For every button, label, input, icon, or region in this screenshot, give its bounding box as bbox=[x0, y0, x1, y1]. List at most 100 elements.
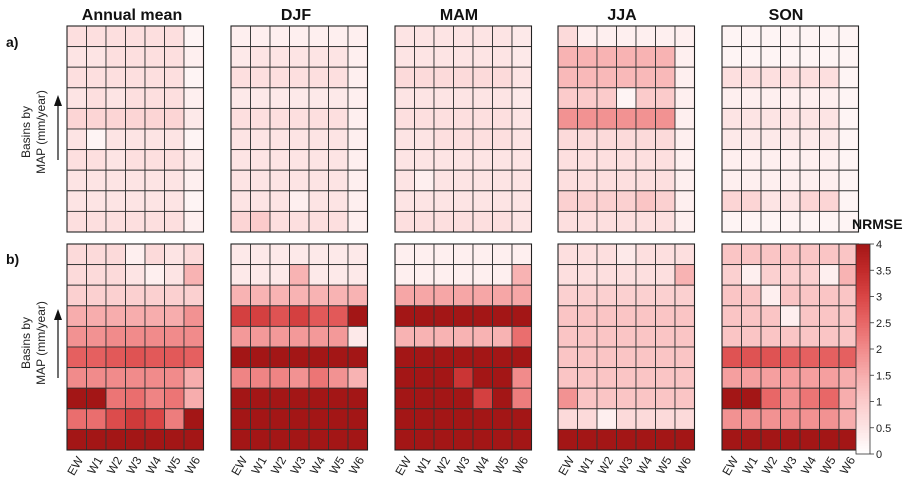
arrow-b-head bbox=[54, 309, 62, 320]
heatmap-cell bbox=[453, 243, 474, 266]
heatmap-cell bbox=[492, 305, 513, 327]
heatmap-cell bbox=[66, 169, 87, 192]
heatmap-cell bbox=[596, 264, 617, 286]
heatmap-cell bbox=[819, 190, 840, 212]
heatmap-cell bbox=[289, 87, 310, 109]
heatmap-cell bbox=[164, 128, 185, 151]
heatmap-cell bbox=[674, 325, 695, 348]
heatmap-cell bbox=[635, 25, 656, 48]
heatmap-cell bbox=[616, 387, 637, 410]
heatmap-cell bbox=[347, 243, 368, 266]
heatmap-cell bbox=[635, 408, 656, 430]
heatmap-cell bbox=[86, 128, 107, 151]
x-tick-label: W6 bbox=[837, 454, 858, 477]
heatmap-cell bbox=[741, 46, 762, 68]
heatmap-cell bbox=[105, 346, 126, 369]
heatmap-cell bbox=[125, 408, 146, 430]
heatmap-cell bbox=[838, 408, 859, 430]
heatmap-cell bbox=[674, 305, 695, 327]
heatmap-cell bbox=[616, 428, 637, 451]
heatmap-cell bbox=[144, 169, 165, 192]
heatmap-cell bbox=[655, 387, 676, 410]
heatmap-cell bbox=[472, 367, 493, 389]
heatmap-cell bbox=[635, 305, 656, 327]
heatmap-cell bbox=[308, 325, 329, 348]
heatmap-cell bbox=[144, 428, 165, 451]
heatmap-cell bbox=[596, 66, 617, 89]
x-tick-label: W5 bbox=[163, 454, 184, 477]
heatmap-cell bbox=[760, 284, 781, 307]
heatmap-cell bbox=[269, 128, 290, 151]
heatmap-cell bbox=[289, 243, 310, 266]
colorbar-segment bbox=[856, 443, 870, 447]
heatmap-cell bbox=[328, 367, 349, 389]
heatmap-cell bbox=[347, 46, 368, 68]
heatmap-cell bbox=[394, 46, 415, 68]
heatmap-cell bbox=[799, 210, 820, 233]
heatmap-cell bbox=[616, 367, 637, 389]
heatmap-cell bbox=[635, 428, 656, 451]
heatmap-cell bbox=[250, 284, 271, 307]
x-tick-label: W4 bbox=[634, 454, 655, 477]
heatmap-cell bbox=[183, 25, 204, 48]
heatmap-cell bbox=[596, 367, 617, 389]
heatmap-cell bbox=[616, 210, 637, 233]
heatmap-cell bbox=[433, 243, 454, 266]
heatmap-cell bbox=[472, 25, 493, 48]
heatmap-cell bbox=[838, 346, 859, 369]
heatmap-cell bbox=[86, 149, 107, 171]
colorbar-segment bbox=[856, 422, 870, 426]
heatmap-cell bbox=[433, 387, 454, 410]
heatmap-cell bbox=[819, 387, 840, 410]
heatmap-cell bbox=[741, 87, 762, 109]
heatmap-cell bbox=[328, 305, 349, 327]
heatmap-cell bbox=[394, 428, 415, 451]
colorbar-segment bbox=[856, 322, 870, 326]
heatmap-cell bbox=[511, 387, 532, 410]
heatmap-cell bbox=[144, 210, 165, 233]
heatmap-cell bbox=[289, 66, 310, 89]
heatmap-cell bbox=[414, 325, 435, 348]
panel-b-2 bbox=[230, 243, 369, 451]
heatmap-cell bbox=[433, 46, 454, 68]
heatmap-cell bbox=[760, 190, 781, 212]
heatmap-cell bbox=[433, 305, 454, 327]
colorbar-segment bbox=[856, 406, 870, 410]
heatmap-cell bbox=[819, 128, 840, 151]
heatmap-cell bbox=[838, 128, 859, 151]
heatmap-cell bbox=[394, 387, 415, 410]
heatmap-cell bbox=[741, 428, 762, 451]
x-tick-label: EW bbox=[719, 454, 741, 478]
heatmap-cell bbox=[230, 346, 251, 369]
heatmap-cell bbox=[799, 284, 820, 307]
colorbar-segment bbox=[856, 385, 870, 389]
column-title-djf: DJF bbox=[281, 7, 311, 24]
y-axis-label-a: Basins by MAP (mm/year) bbox=[19, 90, 62, 174]
colorbar-segment bbox=[856, 359, 870, 363]
heatmap-cell bbox=[125, 367, 146, 389]
heatmap-cell bbox=[674, 128, 695, 151]
colorbar-segment bbox=[856, 244, 870, 248]
heatmap-cell bbox=[66, 128, 87, 151]
heatmap-cell bbox=[741, 210, 762, 233]
colorbar-segment bbox=[856, 251, 870, 256]
heatmap-cell bbox=[164, 387, 185, 410]
colorbar-segment bbox=[856, 341, 870, 345]
colorbar-segment bbox=[856, 346, 870, 350]
heatmap-cell bbox=[799, 305, 820, 327]
x-tick-label: W1 bbox=[85, 454, 106, 477]
heatmap-cell bbox=[164, 87, 185, 109]
heatmap-cell bbox=[511, 87, 532, 109]
heatmap-cell bbox=[799, 408, 820, 430]
heatmap-cell bbox=[472, 243, 493, 266]
heatmap-cell bbox=[492, 367, 513, 389]
heatmap-cell bbox=[164, 190, 185, 212]
colorbar-segment bbox=[856, 301, 870, 305]
heatmap-cell bbox=[838, 428, 859, 451]
heatmap-cell bbox=[394, 66, 415, 89]
heatmap-cell bbox=[557, 25, 578, 48]
heatmap-cell bbox=[577, 387, 598, 410]
heatmap-cell bbox=[492, 25, 513, 48]
panel-frame bbox=[394, 243, 533, 451]
heatmap-cell bbox=[674, 367, 695, 389]
